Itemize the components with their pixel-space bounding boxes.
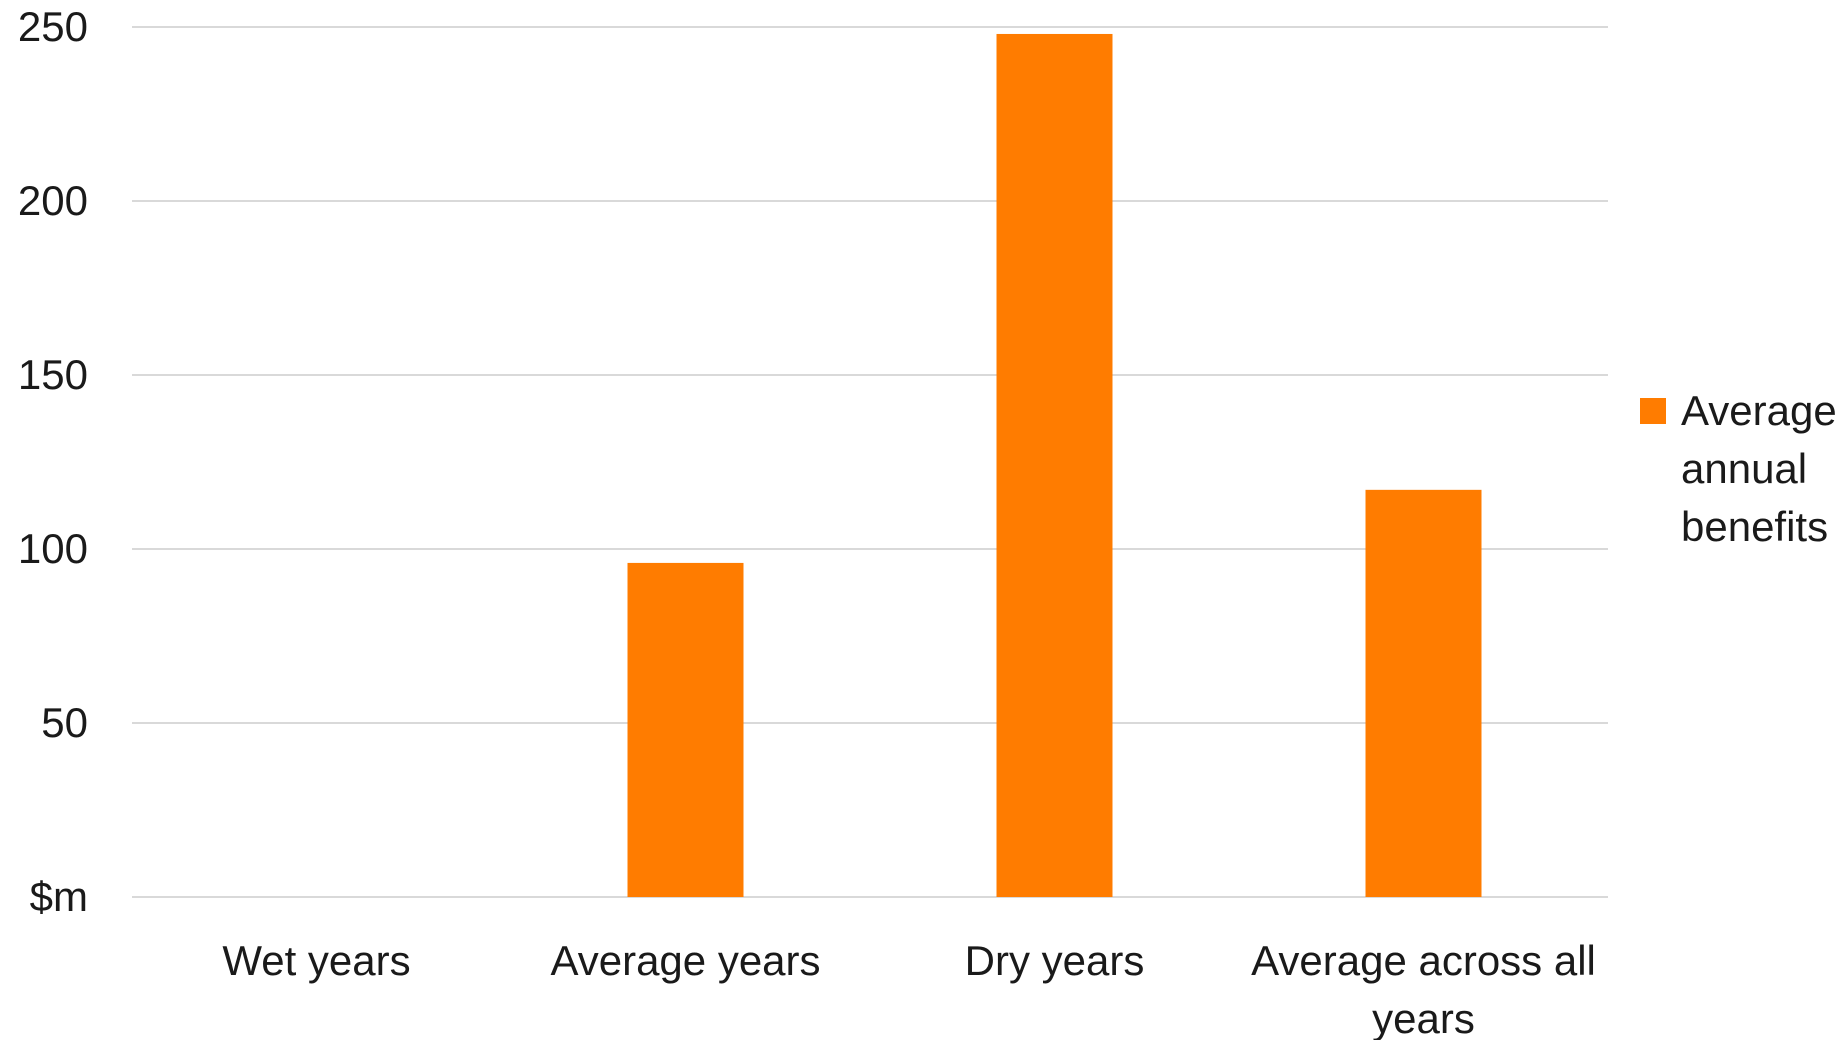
bar xyxy=(996,33,1113,897)
bar xyxy=(627,562,744,897)
x-axis-categories: Wet years Average years Dry years Average a… xyxy=(222,937,1596,1042)
bars xyxy=(627,33,1482,897)
y-axis-ticks: $m 50 100 150 200 250 xyxy=(18,3,88,920)
x-category-label-line: Average years xyxy=(550,937,820,984)
y-tick-label: 200 xyxy=(18,177,88,224)
y-tick-label: 250 xyxy=(18,3,88,50)
x-category-label-line: years xyxy=(1372,995,1475,1040)
x-category-label: Average across all years xyxy=(1251,937,1596,1042)
x-category-label-line: Average across all xyxy=(1251,937,1596,984)
y-tick-label: 50 xyxy=(41,699,88,746)
legend: Average annual benefits xyxy=(1640,387,1837,550)
y-tick-label: 100 xyxy=(18,525,88,572)
x-category-label: Average years xyxy=(550,937,820,984)
y-tick-label: 150 xyxy=(18,351,88,398)
gridlines xyxy=(132,26,1608,898)
legend-label-line: Average xyxy=(1681,387,1837,434)
legend-swatch xyxy=(1640,398,1666,424)
legend-label-line: benefits xyxy=(1681,503,1828,550)
x-category-label: Wet years xyxy=(222,937,410,984)
y-tick-label: $m xyxy=(30,873,88,920)
bar xyxy=(1365,489,1482,897)
x-category-label-line: Dry years xyxy=(965,937,1145,984)
x-category-label: Dry years xyxy=(965,937,1145,984)
legend-label-line: annual xyxy=(1681,445,1807,492)
x-category-label-line: Wet years xyxy=(222,937,410,984)
